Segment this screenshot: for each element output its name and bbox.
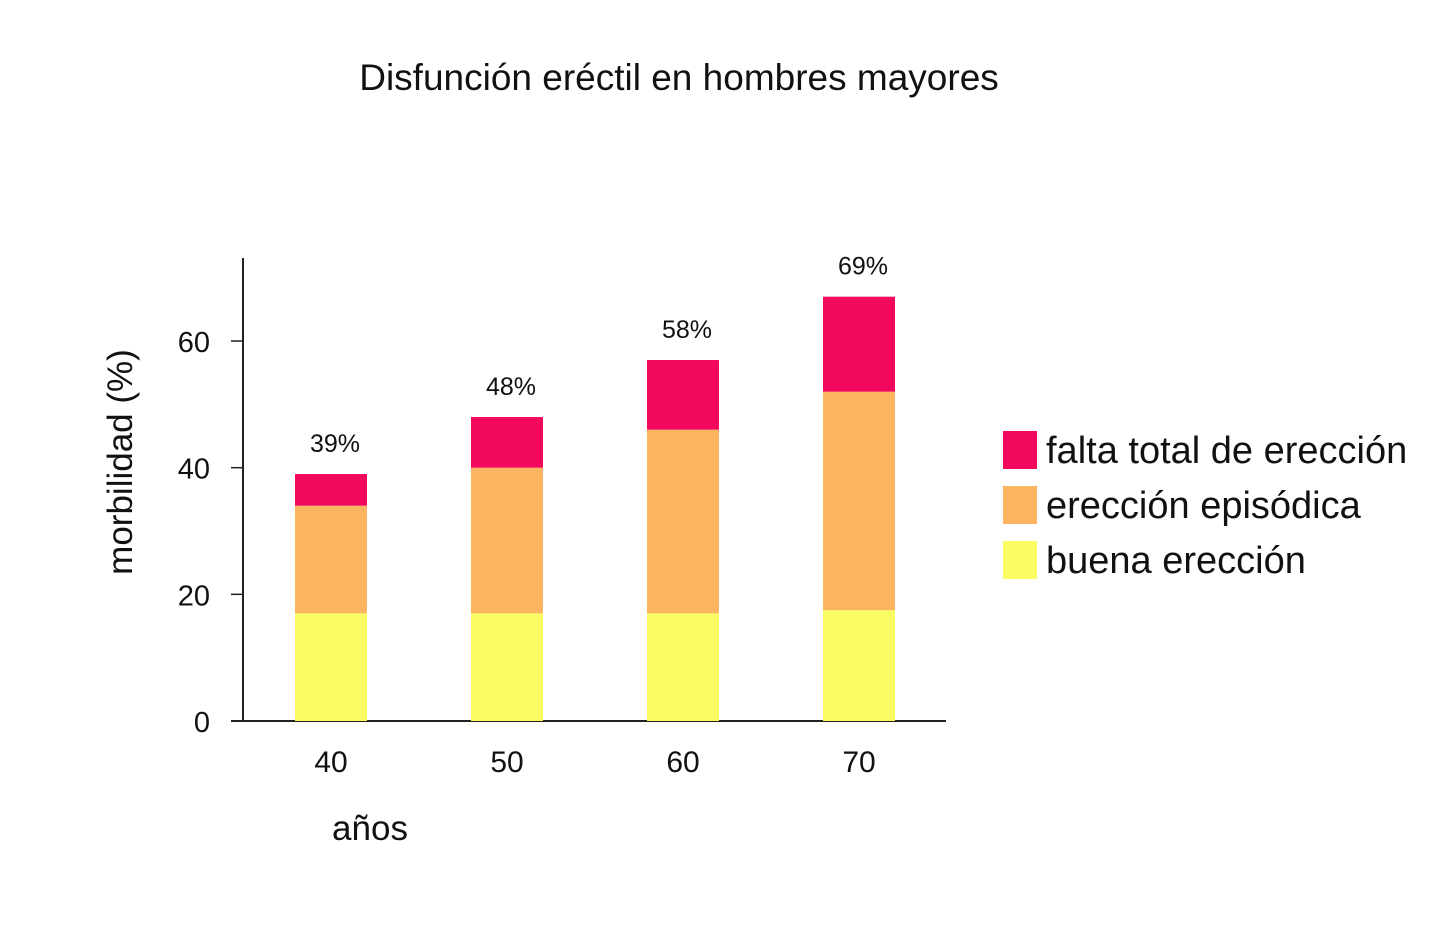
bar-segment-40-series-0 [295, 613, 367, 721]
chart-title: Disfunción eréctil en hombres mayores [359, 57, 999, 98]
bar-segment-40-series-1 [295, 505, 367, 614]
bar-segment-50-series-1 [471, 467, 543, 614]
y-axis-label: morbilidad (%) [101, 349, 140, 575]
x-axis-label: años [332, 809, 408, 848]
y-tick-label: 0 [194, 707, 210, 739]
bar-segment-50-series-0 [471, 613, 543, 721]
data-label: 48% [486, 373, 536, 401]
x-tick-label: 70 [842, 746, 875, 779]
bar-segment-60-series-2 [647, 360, 719, 430]
legend-label: falta total de erección [1046, 430, 1407, 472]
legend-swatch [1003, 541, 1037, 579]
bar-segment-70-series-0 [823, 610, 895, 721]
y-tick-label: 40 [178, 454, 210, 486]
bar-segment-60-series-1 [647, 429, 719, 614]
bar-segment-50-series-2 [471, 417, 543, 468]
y-tick-label: 20 [178, 580, 210, 612]
legend-label: erección episódica [1046, 485, 1362, 527]
bar-segment-70-series-2 [823, 296, 895, 392]
x-tick-label: 60 [666, 746, 699, 779]
legend-label: buena erección [1046, 540, 1306, 582]
legend-swatch [1003, 431, 1037, 469]
bar-segment-70-series-1 [823, 391, 895, 611]
bar-segment-60-series-0 [647, 613, 719, 721]
y-tick-label: 60 [178, 327, 210, 359]
data-label: 69% [838, 253, 888, 281]
x-tick-label: 50 [490, 746, 523, 779]
bar-segment-40-series-2 [295, 474, 367, 506]
legend-swatch [1003, 486, 1037, 524]
data-label: 39% [310, 430, 360, 458]
data-label: 58% [662, 316, 712, 344]
x-tick-label: 40 [314, 746, 347, 779]
